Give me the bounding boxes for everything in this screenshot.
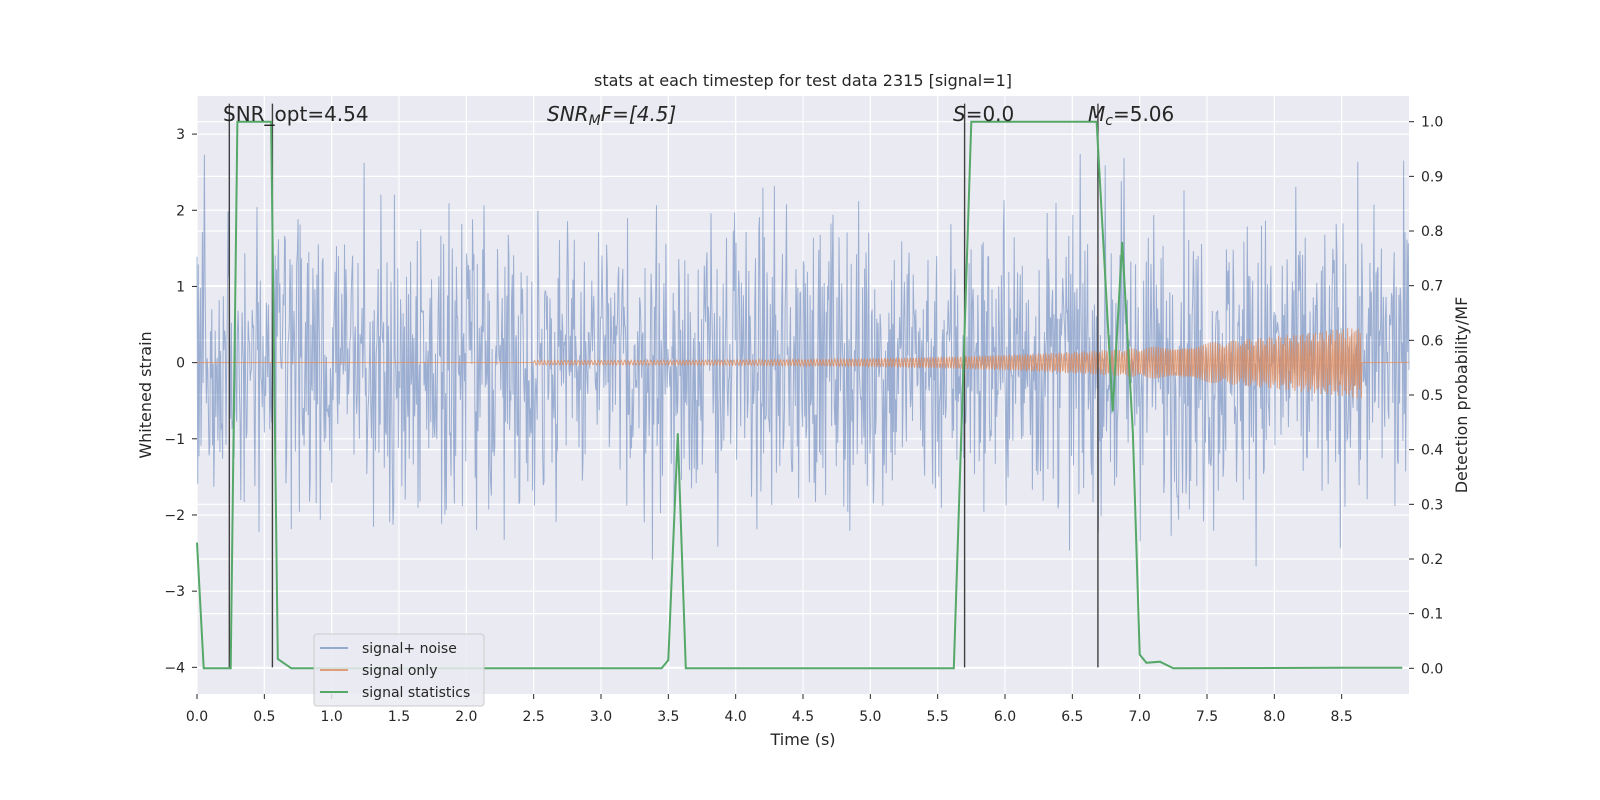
signal-line — [197, 327, 1410, 399]
y-ticks-left: 3 2 1 0 −1 −2 −3 −4 — [164, 127, 197, 676]
y-tick-label-right: 0.6 — [1421, 333, 1443, 349]
x-tick-label: 6.5 — [1061, 709, 1083, 725]
x-tick-label: 3.0 — [590, 709, 612, 725]
y-tick-label-left: −4 — [164, 660, 185, 676]
y-tick-label-right: 0.7 — [1421, 279, 1443, 295]
x-tick-label: 3.5 — [657, 709, 679, 725]
y-tick-label-left: 2 — [176, 203, 185, 219]
x-tick-label: 8.0 — [1263, 709, 1285, 725]
y-tick-label-right: 0.5 — [1421, 388, 1443, 404]
signal-series — [197, 327, 1410, 399]
y-tick-label-right: 0.3 — [1421, 497, 1443, 513]
legend-label-signal: signal only — [362, 663, 437, 679]
y-tick-label-right: 1.0 — [1421, 115, 1443, 131]
legend-label-noise: signal+ noise — [362, 641, 457, 657]
x-axis-label: Time (s) — [769, 730, 835, 749]
x-tick-label: 0.0 — [186, 709, 208, 725]
x-tick-label: 1.0 — [321, 709, 343, 725]
x-tick-label: 7.0 — [1129, 709, 1151, 725]
annotation-s: S=0.0 — [953, 102, 1014, 126]
annotation-snr-opt: SNR_opt=4.54 — [223, 102, 369, 126]
x-tick-label: 1.5 — [388, 709, 410, 725]
y-tick-label-left: −1 — [164, 432, 185, 448]
y-tick-label-right: 0.9 — [1421, 169, 1443, 185]
x-tick-label: 2.5 — [523, 709, 545, 725]
y-tick-label-left: 1 — [176, 279, 185, 295]
y-ticks-right: 1.0 0.9 0.8 0.7 0.6 0.5 0.4 0.3 0.2 0.1 0.0 — [1409, 115, 1443, 677]
x-tick-label: 2.0 — [455, 709, 477, 725]
y-tick-label-left: 0 — [176, 356, 185, 372]
annotation-mc: Mc=5.06 — [1088, 102, 1174, 129]
y-tick-label-right: 0.1 — [1421, 607, 1443, 623]
y-tick-label-right: 0.2 — [1421, 552, 1443, 568]
y-tick-label-right: 0.0 — [1421, 661, 1443, 677]
y-tick-label-left: −2 — [164, 508, 185, 524]
legend-label-stats: signal statistics — [362, 685, 470, 701]
x-tick-label: 4.0 — [725, 709, 747, 725]
x-tick-label: 8.5 — [1331, 709, 1353, 725]
legend: signal+ noise signal only signal statist… — [313, 633, 485, 707]
x-tick-label: 4.5 — [792, 709, 814, 725]
y-tick-label-left: 3 — [176, 127, 185, 143]
y-tick-label-right: 0.8 — [1421, 224, 1443, 240]
x-tick-label: 5.5 — [927, 709, 949, 725]
y-axis-label-left: Whitened strain — [136, 331, 155, 458]
x-tick-label: 0.5 — [253, 709, 275, 725]
x-tick-label: 7.5 — [1196, 709, 1218, 725]
annotation-snr-mf: SNRMF=[4.5] — [547, 102, 676, 129]
x-ticks: 0.0 0.5 1.0 1.5 2.0 2.5 3.0 3.5 4.0 4.5 5.0 5.5 6.0 6… — [186, 694, 1353, 725]
y-tick-label-left: −3 — [164, 584, 185, 600]
y-axis-label-right: Detection probability/MF — [1452, 297, 1471, 494]
y-tick-label-right: 0.4 — [1421, 443, 1443, 459]
x-tick-label: 6.0 — [994, 709, 1016, 725]
statistics-series — [196, 120, 1403, 670]
noise-series — [196, 154, 1410, 567]
statistics-line — [196, 120, 1403, 670]
noise-line — [196, 154, 1410, 567]
legend-box — [313, 633, 485, 707]
x-tick-label: 5.0 — [859, 709, 881, 725]
chart-title: stats at each timestep for test data 231… — [594, 71, 1012, 90]
